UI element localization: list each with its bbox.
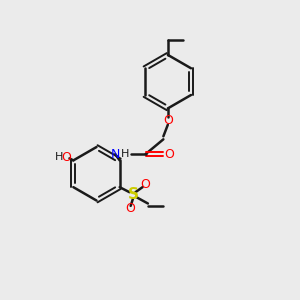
Text: O: O: [126, 202, 136, 215]
Text: O: O: [61, 151, 71, 164]
Text: O: O: [141, 178, 151, 191]
Text: O: O: [163, 114, 173, 128]
Text: H: H: [121, 149, 129, 159]
Text: N: N: [110, 148, 120, 161]
Text: O: O: [164, 148, 174, 161]
Text: H: H: [55, 152, 64, 162]
Text: S: S: [128, 187, 139, 202]
